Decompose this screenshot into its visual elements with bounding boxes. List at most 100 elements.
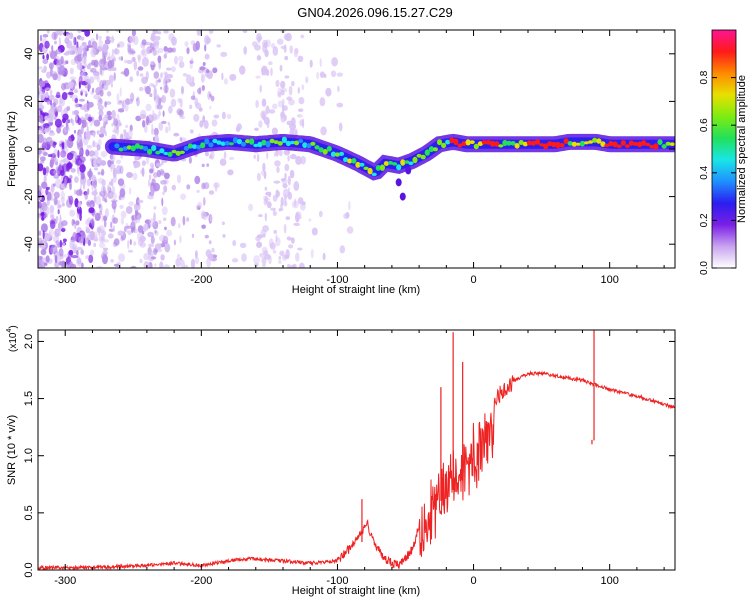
- snr-multiplier-base: (x10: [8, 332, 19, 352]
- spectrogram-noise-cell: [248, 203, 254, 212]
- spectrogram-ridge-cell: [428, 146, 434, 153]
- spectrogram-noise-cell: [339, 245, 346, 254]
- spectrogram-ridge-cell: [539, 143, 545, 147]
- spectrogram-noise-cell: [141, 160, 146, 167]
- spectrogram-ridge-cell: [399, 192, 406, 201]
- spectrogram-noise-cell: [197, 206, 201, 210]
- spectrogram-noise-cell: [294, 48, 299, 54]
- spectrogram-noise-cell: [280, 89, 285, 96]
- spectrogram-noise-cell: [89, 230, 96, 241]
- spectrogram-ridge-cell: [130, 145, 136, 152]
- spectrogram-noise-cell: [99, 89, 104, 97]
- spectrogram-noise-cell: [120, 217, 125, 225]
- spectrogram-ridge-cell: [367, 167, 373, 175]
- spectrogram-noise-cell: [149, 93, 153, 98]
- spectrogram-noise-cell: [232, 240, 237, 247]
- spectrogram-ridge-cell: [155, 150, 161, 155]
- spectrogram-ridge-cell: [261, 139, 267, 146]
- spectrogram-noise-cell: [42, 123, 50, 129]
- spectrogram-ridge-cell: [579, 140, 586, 147]
- spectrogram-ridge-cell: [441, 142, 447, 149]
- spectrogram-noise-cell: [131, 226, 134, 234]
- spectrogram-noise-cell: [73, 36, 76, 45]
- spectrogram-ridge-cell: [485, 140, 492, 145]
- spectrogram-noise-cell: [126, 172, 133, 178]
- spectrogram-noise-cell: [66, 152, 74, 161]
- spectrogram-noise-cell: [154, 249, 159, 253]
- spectrogram-ridge-cell: [212, 138, 218, 144]
- spectrogram-noise-cell: [107, 184, 110, 193]
- spectrogram-noise-cell: [228, 156, 235, 160]
- spectrogram-noise-cell: [133, 228, 139, 234]
- spectrogram-noise-cell: [190, 57, 194, 63]
- spectrogram-noise-cell: [110, 221, 113, 228]
- spectrogram-noise-cell: [322, 252, 326, 261]
- spectrogram-noise-cell: [86, 144, 93, 149]
- spectrogram-noise-cell: [256, 55, 262, 61]
- spectrogram-noise-cell: [189, 63, 193, 69]
- spectrogram-noise-cell: [79, 164, 86, 173]
- spectrogram-noise-cell: [91, 217, 95, 227]
- spectrogram-noise-cell: [61, 228, 66, 233]
- spectrogram-ridge-cell: [302, 142, 308, 149]
- spectrogram-noise-cell: [163, 30, 169, 34]
- spectrogram-noise-cell: [50, 153, 56, 158]
- spectrogram-noise-cell: [141, 230, 145, 235]
- spectrogram-noise-cell: [116, 165, 122, 175]
- y-tick-label: 1.0: [23, 448, 35, 463]
- spectrogram-noise-cell: [204, 234, 209, 239]
- spectrogram-noise-cell: [81, 262, 84, 268]
- snr-plot: [38, 330, 675, 570]
- spectrogram-noise-cell: [62, 157, 70, 164]
- spectrogram-noise-cell: [298, 108, 304, 112]
- spectrogram-noise-cell: [163, 46, 168, 52]
- spectrogram-noise-cell: [57, 149, 60, 159]
- spectrogram-noise-cell: [173, 132, 180, 137]
- spectrogram-noise-cell: [38, 66, 43, 70]
- spectrogram-noise-cell: [61, 92, 68, 100]
- x-tick-label: 0: [470, 575, 476, 587]
- spectrogram-noise-cell: [111, 35, 115, 44]
- spectrogram-noise-cell: [154, 134, 159, 144]
- spectrogram-noise-cell: [227, 169, 234, 176]
- spectrogram-noise-cell: [49, 98, 53, 106]
- spectrogram-ridge-cell: [245, 139, 251, 144]
- spectrogram-noise-cell: [309, 59, 313, 68]
- spectrogram-noise-cell: [62, 113, 69, 121]
- spectrogram-noise-cell: [94, 167, 98, 171]
- spectrogram-noise-cell: [295, 252, 300, 262]
- spectrogram-ridge-cell: [653, 143, 659, 150]
- spectrogram-noise-cell: [110, 178, 114, 187]
- spectrogram-ridge-cell: [502, 139, 508, 147]
- spectrogram-noise-cell: [297, 55, 304, 62]
- spectrogram-noise-cell: [99, 210, 103, 216]
- spectrogram-noise-cell: [257, 35, 261, 44]
- spectrogram-noise-cell: [259, 84, 262, 93]
- spectrogram-ridge-cell: [147, 148, 153, 155]
- spectrogram-noise-cell: [134, 160, 141, 168]
- spectrogram-noise-cell: [98, 204, 101, 209]
- spectrogram-noise-cell: [193, 113, 200, 122]
- spectrogram-noise-cell: [130, 265, 137, 268]
- spectrogram-noise-cell: [97, 171, 101, 175]
- spectrogram-noise-cell: [166, 73, 173, 79]
- spectrogram-noise-cell: [128, 187, 132, 195]
- spectrogram-noise-cell: [104, 101, 107, 108]
- spectrogram-noise-cell: [117, 108, 125, 113]
- spectrogram-noise-cell: [101, 179, 106, 187]
- spectrogram-noise-cell: [260, 110, 267, 119]
- spectrogram-noise-cell: [98, 133, 105, 138]
- spectrogram-noise-cell: [196, 30, 201, 36]
- spectrogram-noise-cell: [330, 70, 337, 78]
- spectrogram-noise-cell: [87, 170, 93, 178]
- spectrogram-noise-cell: [106, 30, 109, 34]
- spectrogram-ridge-cell: [490, 140, 496, 147]
- spectrogram-ridge-cell: [412, 156, 418, 164]
- spectrogram-ridge-cell: [379, 164, 385, 171]
- spectrogram-noise-cell: [38, 80, 46, 88]
- spectrogram-noise-cell: [127, 230, 132, 236]
- spectrogram-noise-cell: [100, 185, 105, 196]
- spectrogram-noise-cell: [77, 201, 82, 208]
- spectrogram-noise-cell: [268, 109, 276, 114]
- spectrogram-noise-cell: [201, 182, 206, 190]
